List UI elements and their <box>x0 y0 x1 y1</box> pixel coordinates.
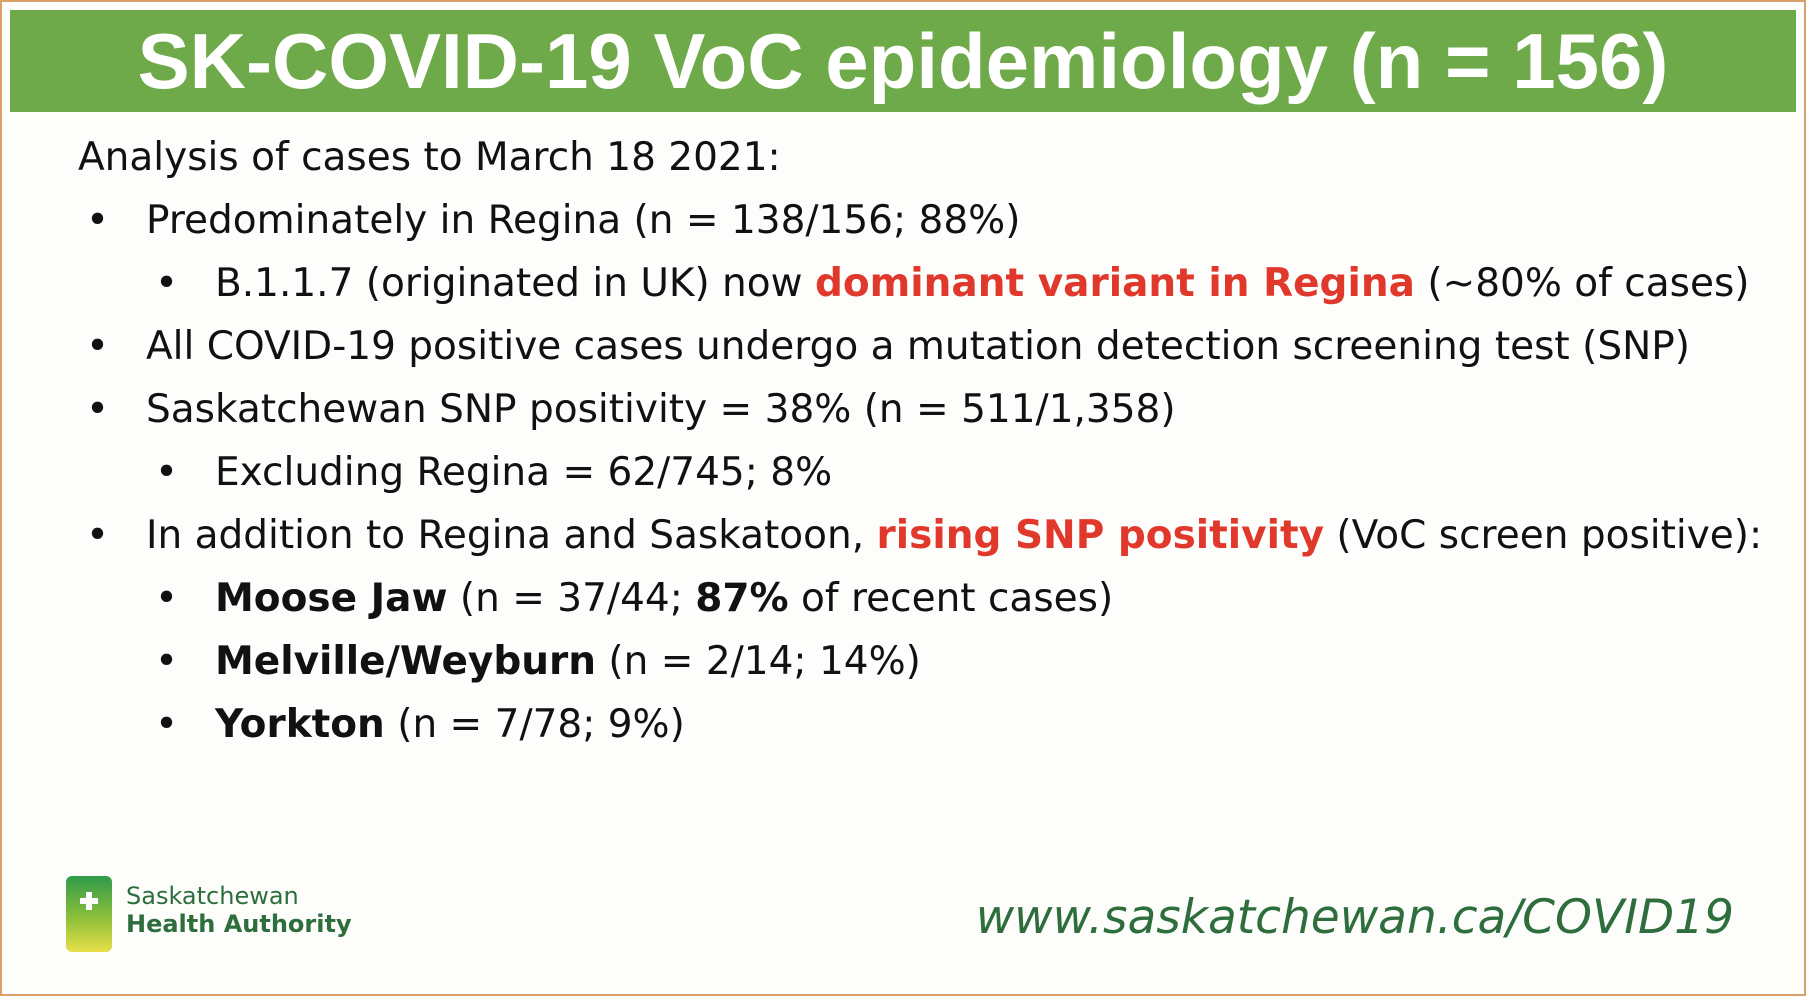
text-segment: B.1.1.7 (originated in UK) now <box>215 261 815 306</box>
text-segment: of recent cases) <box>788 576 1114 621</box>
text-segment: (n = 7/78; 9%) <box>384 702 685 747</box>
title: SK-COVID-19 VoC epidemiology (n = 156) <box>137 17 1669 105</box>
text-segment: Yorkton <box>215 702 385 747</box>
intro: Analysis of cases to March 18 2021: <box>78 135 781 180</box>
bullet-item: All COVID-19 positive cases undergo a mu… <box>78 315 1788 378</box>
text-segment: (n = 2/14; 14%) <box>596 639 921 684</box>
bullet-item: Moose Jaw (n = 37/44; 87% of recent case… <box>78 567 1788 630</box>
bullet-item: Excluding Regina = 62/745; 8% <box>78 441 1788 504</box>
text-segment: All COVID-19 positive cases undergo a mu… <box>146 324 1690 369</box>
text-segment: (~80% of cases) <box>1414 261 1750 306</box>
bullet-item: Melville/Weyburn (n = 2/14; 14%) <box>78 630 1788 693</box>
bullet-item: B.1.1.7 (originated in UK) now dominant … <box>78 252 1788 315</box>
text-segment: Moose Jaw <box>215 576 448 621</box>
text-segment: Excluding Regina = 62/745; 8% <box>215 450 833 495</box>
bullet-item: Saskatchewan SNP positivity = 38% (n = 5… <box>78 378 1788 441</box>
text-segment: (n = 37/44; <box>447 576 696 621</box>
bullet-item: Yorkton (n = 7/78; 9%) <box>78 693 1788 756</box>
bullet-item: Predominately in Regina (n = 138/156; 88… <box>78 189 1788 252</box>
logo-text: Saskatchewan <box>126 882 299 910</box>
content: Analysis of cases to March 18 2021: Pred… <box>78 126 1788 756</box>
text-segment: 87% <box>695 576 789 621</box>
text-segment: Melville/Weyburn <box>215 639 597 684</box>
text-segment: (VoC screen positive): <box>1324 513 1763 558</box>
text-segment: Predominately in Regina (n = 138/156; 88… <box>146 198 1021 243</box>
text-segment: rising SNP positivity <box>876 513 1325 558</box>
logo-icon <box>66 876 112 952</box>
bullet-item: In addition to Regina and Saskatoon, ris… <box>78 504 1788 567</box>
logo-text: Health Authority <box>126 910 352 938</box>
url: www.saskatchewan.ca/COVID19 <box>975 890 1734 945</box>
text-segment: Saskatchewan SNP positivity = 38% (n = 5… <box>146 387 1176 432</box>
text-segment: dominant variant in Regina <box>814 261 1415 306</box>
text-segment: In addition to Regina and Saskatoon, <box>146 513 877 558</box>
header-bar: SK-COVID-19 VoC epidemiology (n = 156) <box>10 10 1796 112</box>
